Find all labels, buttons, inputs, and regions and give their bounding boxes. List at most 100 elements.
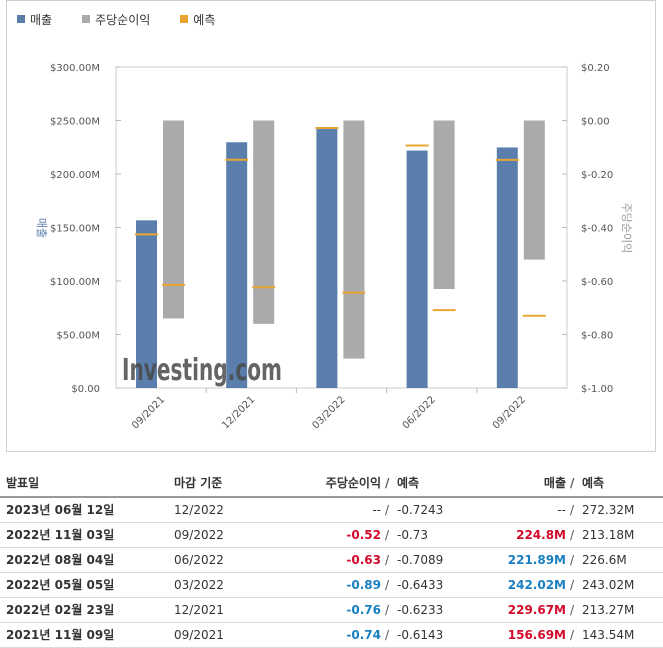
header-period[interactable]: 마감 기준 (174, 476, 223, 490)
row-revenue-forecast: 272.32M (582, 503, 635, 517)
row-slash: / (570, 628, 575, 642)
table-row: 2022년 02월 23일 12/2021 -0.76 / -0.6233 229.67M… (0, 598, 663, 623)
legend-item-eps[interactable]: 주당순이익 (82, 11, 150, 27)
row-revenue: -- (557, 503, 566, 517)
investing-watermark: Investing.com (122, 353, 282, 388)
revenue-bar (136, 220, 157, 388)
row-date: 2023년 06월 12일 (6, 503, 115, 517)
right-tick-label: $-0.80 (581, 331, 613, 342)
legend-swatch-revenue (17, 15, 25, 23)
table-row: 2022년 05월 05일 03/2022 -0.89 / -0.6433 242.02M… (0, 573, 663, 598)
row-eps: -0.74 (346, 628, 381, 642)
right-tick-label: $-0.40 (581, 224, 613, 235)
table-header: 발표일 마감 기준 주당순이익 / 예측 매출 / 예측 (0, 470, 663, 498)
left-tick-label: $0.00 (71, 384, 100, 395)
left-tick-label: $100.00M (50, 277, 100, 288)
x-tick-label: 03/2022 (310, 394, 347, 431)
x-tick-label: 12/2021 (220, 394, 257, 431)
row-revenue: 229.67M (507, 603, 566, 617)
left-axis-title: 매출 (35, 218, 48, 238)
row-revenue-forecast: 213.18M (582, 528, 635, 542)
revenue-bar (316, 129, 338, 388)
legend-label-eps: 주당순이익 (95, 12, 151, 27)
x-tick-label: 09/2022 (491, 394, 528, 431)
revenue-bar (406, 150, 428, 388)
right-tick-label: $-0.20 (581, 170, 613, 181)
right-tick-label: $-0.60 (581, 277, 613, 288)
right-tick-label: $0.20 (581, 63, 610, 74)
chart-legend: 매출 주당순이익 예측 (17, 11, 215, 27)
row-revenue: 156.69M (507, 628, 566, 642)
table-body: 2023년 06월 12일 12/2022 -- / -0.7243 -- / 272.32M… (0, 498, 663, 648)
row-eps-forecast: -0.6143 (397, 628, 444, 642)
row-date: 2022년 11월 03일 (6, 528, 115, 542)
row-slash: / (385, 603, 390, 617)
legend-label-forecast: 예측 (193, 12, 216, 27)
row-eps: -0.89 (346, 578, 381, 592)
revenue-bar (496, 147, 518, 388)
row-period: 03/2022 (174, 578, 224, 592)
eps-bar (253, 120, 275, 324)
row-slash: / (385, 578, 390, 592)
row-revenue: 221.89M (507, 553, 566, 567)
legend-item-forecast[interactable]: 예측 (180, 11, 215, 27)
table-row: 2022년 08월 04일 06/2022 -0.63 / -0.7089 221.89M… (0, 548, 663, 573)
right-tick-label: $-1.00 (581, 384, 613, 395)
header-revenue[interactable]: 매출 (543, 476, 566, 490)
legend-item-revenue[interactable]: 매출 (17, 11, 52, 27)
left-tick-label: $300.00M (50, 63, 100, 74)
row-slash: / (570, 578, 575, 592)
table-row: 2021년 11월 09일 09/2021 -0.74 / -0.6143 156.69M… (0, 623, 663, 648)
header-date[interactable]: 발표일 (6, 476, 40, 490)
row-revenue-forecast: 243.02M (582, 578, 635, 592)
x-tick-label: 06/2022 (401, 394, 438, 431)
revenue-bar (226, 142, 248, 388)
header-slash: / (570, 476, 575, 490)
left-tick-label: $250.00M (50, 117, 100, 128)
table-row: 2023년 06월 12일 12/2022 -- / -0.7243 -- / 272.32M (0, 498, 663, 523)
row-slash: / (385, 628, 390, 642)
row-date: 2022년 05월 05일 (6, 578, 115, 592)
row-slash: / (570, 603, 575, 617)
x-tick-label: 09/2021 (130, 394, 167, 431)
row-period: 09/2021 (174, 628, 224, 642)
row-period: 09/2022 (174, 528, 224, 542)
row-slash: / (570, 528, 575, 542)
header-eps-forecast[interactable]: 예측 (397, 476, 420, 490)
row-revenue-forecast: 213.27M (582, 603, 635, 617)
legend-swatch-eps (82, 15, 91, 23)
earnings-table: 발표일 마감 기준 주당순이익 / 예측 매출 / 예측 2023년 06월 1… (0, 470, 663, 648)
eps-bar (343, 120, 365, 359)
row-period: 12/2021 (174, 603, 224, 617)
row-eps: -0.76 (346, 603, 381, 617)
header-revenue-forecast[interactable]: 예측 (582, 476, 605, 490)
row-eps: -0.63 (346, 553, 381, 567)
row-period: 12/2022 (174, 503, 224, 517)
row-slash: / (385, 528, 390, 542)
eps-bar (523, 120, 545, 260)
earnings-chart: $0.00 $50.00M $100.00M $150.00M $200.00M $250… (35, 63, 633, 431)
header-slash: / (385, 476, 390, 490)
row-date: 2021년 11월 09일 (6, 628, 115, 642)
row-eps-forecast: -0.7089 (397, 553, 444, 567)
right-axis-title: 주당순이익 (620, 203, 633, 254)
row-slash: / (570, 503, 575, 517)
eps-bar (163, 120, 184, 319)
row-slash: / (570, 553, 575, 567)
row-eps-forecast: -0.6433 (397, 578, 444, 592)
row-eps-forecast: -0.6233 (397, 603, 444, 617)
header-eps[interactable]: 주당순이익 (325, 476, 381, 490)
row-eps-forecast: -0.7243 (397, 503, 444, 517)
eps-bar (433, 120, 455, 290)
row-slash: / (385, 553, 390, 567)
legend-swatch-forecast (180, 15, 189, 23)
row-slash: / (385, 503, 390, 517)
left-tick-label: $200.00M (50, 170, 100, 181)
row-revenue-forecast: 143.54M (582, 628, 635, 642)
row-eps-forecast: -0.73 (397, 528, 429, 542)
legend-label-revenue: 매출 (30, 12, 53, 27)
table-row: 2022년 11월 03일 09/2022 -0.52 / -0.73 224.8M / 21… (0, 523, 663, 548)
row-eps: -- (372, 503, 381, 517)
right-tick-label: $0.00 (581, 117, 610, 128)
row-date: 2022년 08월 04일 (6, 553, 115, 567)
